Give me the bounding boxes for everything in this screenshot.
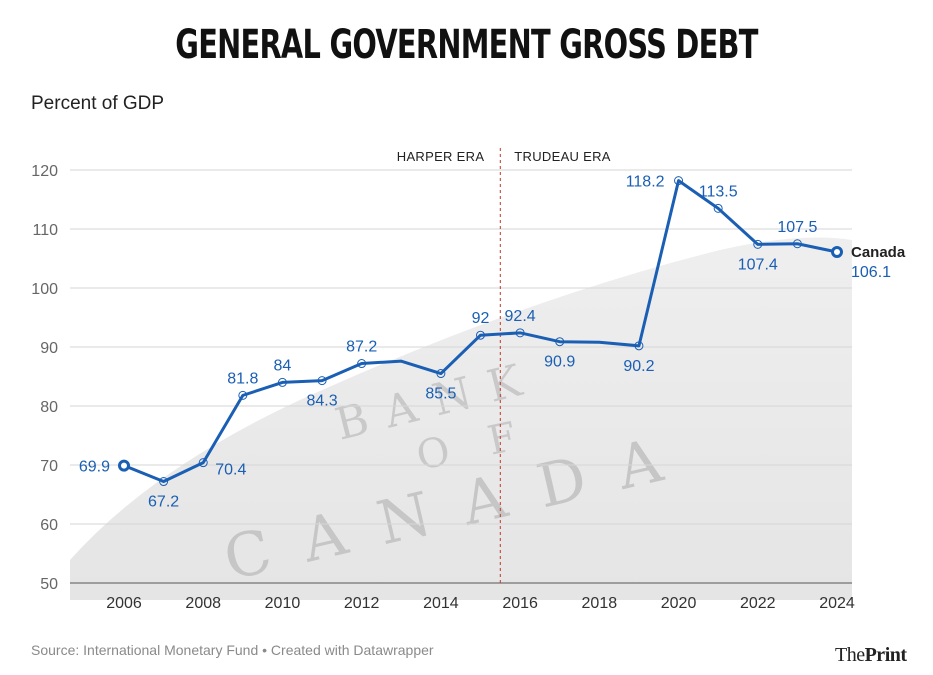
data-label: 85.5 [425, 386, 456, 403]
x-tick-label: 2010 [265, 595, 301, 612]
source-footer: Source: International Monetary Fund • Cr… [31, 642, 434, 658]
x-tick-label: 2024 [819, 595, 855, 612]
y-axis-unit-label: Percent of GDP [31, 93, 165, 114]
brand-prefix: The [835, 644, 865, 666]
y-tick-label: 60 [40, 517, 58, 534]
data-point-marker [357, 359, 367, 369]
data-point-marker [159, 477, 169, 487]
x-tick-label: 2014 [423, 595, 459, 612]
data-point-marker [792, 239, 802, 249]
data-label: 70.4 [215, 462, 246, 479]
x-tick-label: 2020 [661, 595, 697, 612]
trudeau-era-label: TRUDEAU ERA [514, 149, 611, 164]
data-label: 107.5 [777, 219, 817, 236]
data-label: 84.3 [306, 393, 337, 410]
data-point-marker [555, 337, 565, 347]
x-tick-label: 2018 [582, 595, 618, 612]
data-point-marker [515, 328, 525, 338]
data-point-marker [674, 176, 684, 186]
y-tick-label: 80 [40, 399, 58, 416]
x-tick-label: 2022 [740, 595, 776, 612]
data-point-marker [753, 239, 763, 249]
data-label: 90.9 [544, 354, 575, 371]
x-tick-label: 2016 [502, 595, 538, 612]
data-label: 92 [472, 310, 490, 327]
data-label: 81.8 [227, 370, 258, 387]
y-tick-label: 50 [40, 576, 58, 593]
series-name-label: Canada [851, 244, 906, 261]
data-label: 118.2 [626, 174, 665, 191]
y-tick-label: 100 [31, 281, 58, 298]
harper-era-label: HARPER ERA [397, 149, 485, 164]
brand-logo: ThePrint [835, 644, 907, 667]
x-tick-label: 2006 [106, 595, 142, 612]
data-point-marker [436, 369, 446, 379]
y-tick-label: 90 [40, 340, 58, 357]
data-label: 107.4 [738, 256, 778, 273]
y-tick-label: 120 [31, 163, 58, 180]
data-point-marker [118, 459, 130, 472]
data-point-marker [476, 330, 485, 340]
data-point-marker [198, 458, 208, 468]
data-label: 84 [274, 357, 292, 374]
data-point-marker [317, 376, 327, 386]
data-point-marker [831, 246, 843, 259]
y-tick-label: 110 [32, 222, 58, 239]
data-label: 87.2 [346, 339, 377, 356]
y-tick-label: 70 [40, 458, 58, 475]
data-point-marker [277, 377, 287, 387]
data-point-marker [713, 203, 723, 213]
series-line-canada [123, 179, 838, 484]
data-label: 67.2 [148, 494, 179, 511]
x-tick-label: 2012 [344, 595, 380, 612]
data-label: 69.9 [79, 459, 110, 476]
data-point-marker [634, 341, 644, 351]
data-label: 106.1 [851, 264, 891, 281]
data-label: 92.4 [505, 308, 536, 325]
background-building-image [70, 237, 852, 601]
chart-title: GENERAL GOVERNMENT GROSS DEBT [175, 22, 758, 68]
data-label: 113.5 [699, 183, 738, 200]
data-label: 90.2 [623, 358, 654, 375]
data-point-marker [238, 390, 248, 400]
x-tick-label: 2008 [185, 595, 221, 612]
brand-name: Print [864, 644, 907, 666]
